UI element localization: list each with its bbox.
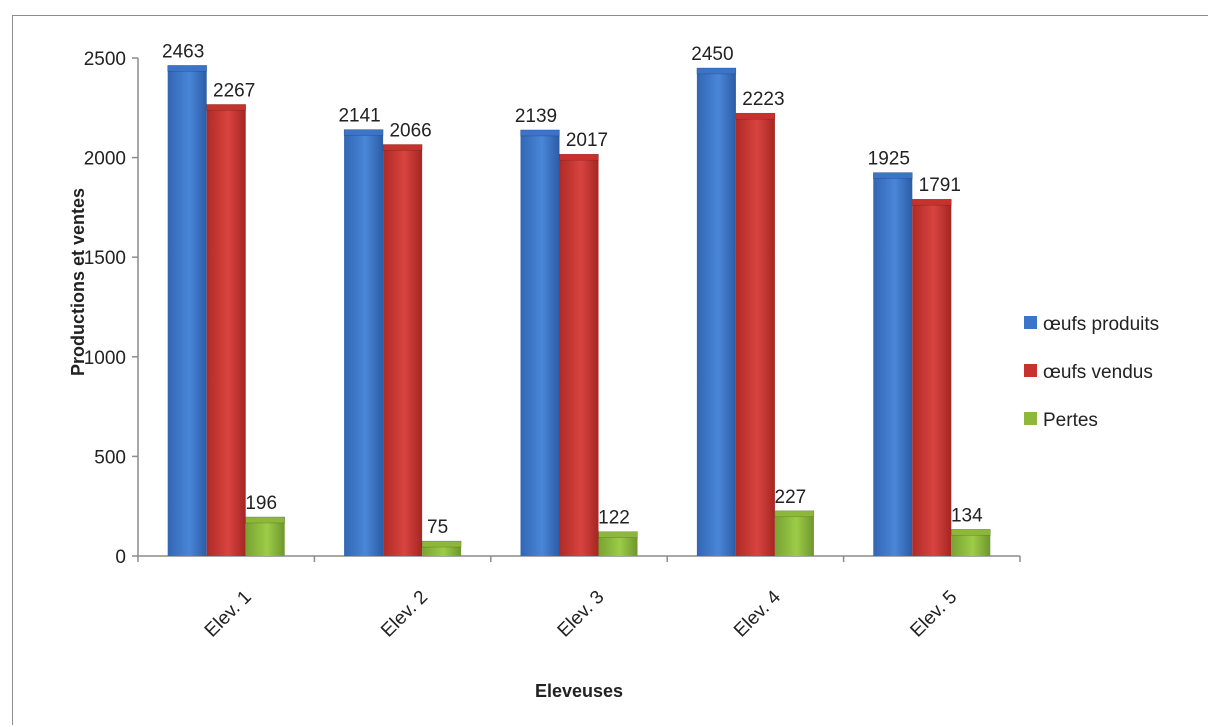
bar-cap <box>245 516 285 524</box>
bar <box>167 65 207 557</box>
y-tick-label: 500 <box>94 447 126 468</box>
data-label: 2139 <box>515 106 557 127</box>
bar <box>206 104 246 556</box>
bar-cap <box>911 198 952 206</box>
bar-cap <box>774 510 815 518</box>
bar <box>912 199 952 557</box>
y-tick-label: 2500 <box>84 49 126 70</box>
data-label: 2450 <box>691 44 733 65</box>
y-tick-label: 1500 <box>84 248 126 269</box>
y-tick-label: 1000 <box>84 348 126 369</box>
data-label: 2017 <box>566 130 608 151</box>
category-label: Elev. 4 <box>730 586 785 641</box>
bar <box>383 144 423 556</box>
bar <box>559 154 599 556</box>
bar-cap <box>167 65 207 72</box>
data-label: 2223 <box>742 89 784 110</box>
chart-frame <box>12 15 1208 725</box>
bar-cap <box>696 67 737 75</box>
category-label: Elev. 3 <box>554 587 609 642</box>
bar-cap <box>206 104 246 111</box>
y-tick-label: 0 <box>115 547 126 568</box>
x-axis-title: Eleveuses <box>535 681 623 701</box>
y-tick-label: 2000 <box>84 149 126 170</box>
category-label: Elev. 5 <box>906 587 961 642</box>
data-label: 134 <box>951 505 983 526</box>
bar-cap <box>421 540 462 548</box>
legend-swatch <box>1024 412 1037 425</box>
bar-cap <box>598 531 638 538</box>
data-label: 2066 <box>389 120 431 141</box>
data-label: 2267 <box>213 80 255 101</box>
bar <box>696 67 736 557</box>
bar-cap <box>343 129 384 136</box>
data-label: 227 <box>775 487 807 508</box>
bar-cap <box>735 112 776 120</box>
bar-cap <box>872 172 913 179</box>
legend-swatch <box>1024 316 1037 329</box>
bar <box>735 113 775 556</box>
bar-cap <box>382 144 423 151</box>
data-label: 75 <box>427 517 448 538</box>
legend-label: œufs produits <box>1043 314 1159 335</box>
bar <box>520 129 560 556</box>
data-label: 122 <box>598 508 630 529</box>
legend-swatch <box>1024 364 1037 377</box>
bar <box>245 516 285 556</box>
bar-cap <box>950 529 991 536</box>
legend-label: Pertes <box>1043 410 1098 431</box>
category-label: Elev. 1 <box>201 587 256 642</box>
data-label: 196 <box>245 493 277 514</box>
bar <box>344 129 384 556</box>
category-label: Elev. 2 <box>377 587 432 642</box>
legend-label: œufs vendus <box>1043 362 1153 383</box>
bar <box>774 510 814 556</box>
bar <box>873 172 913 557</box>
data-label: 2141 <box>338 106 380 127</box>
bar-cap <box>559 153 599 161</box>
data-label: 1925 <box>868 149 910 170</box>
bar-cap <box>520 129 560 137</box>
data-label: 1791 <box>919 175 961 196</box>
data-label: 2463 <box>162 41 204 62</box>
y-axis-title: Productions et ventes <box>68 188 88 376</box>
